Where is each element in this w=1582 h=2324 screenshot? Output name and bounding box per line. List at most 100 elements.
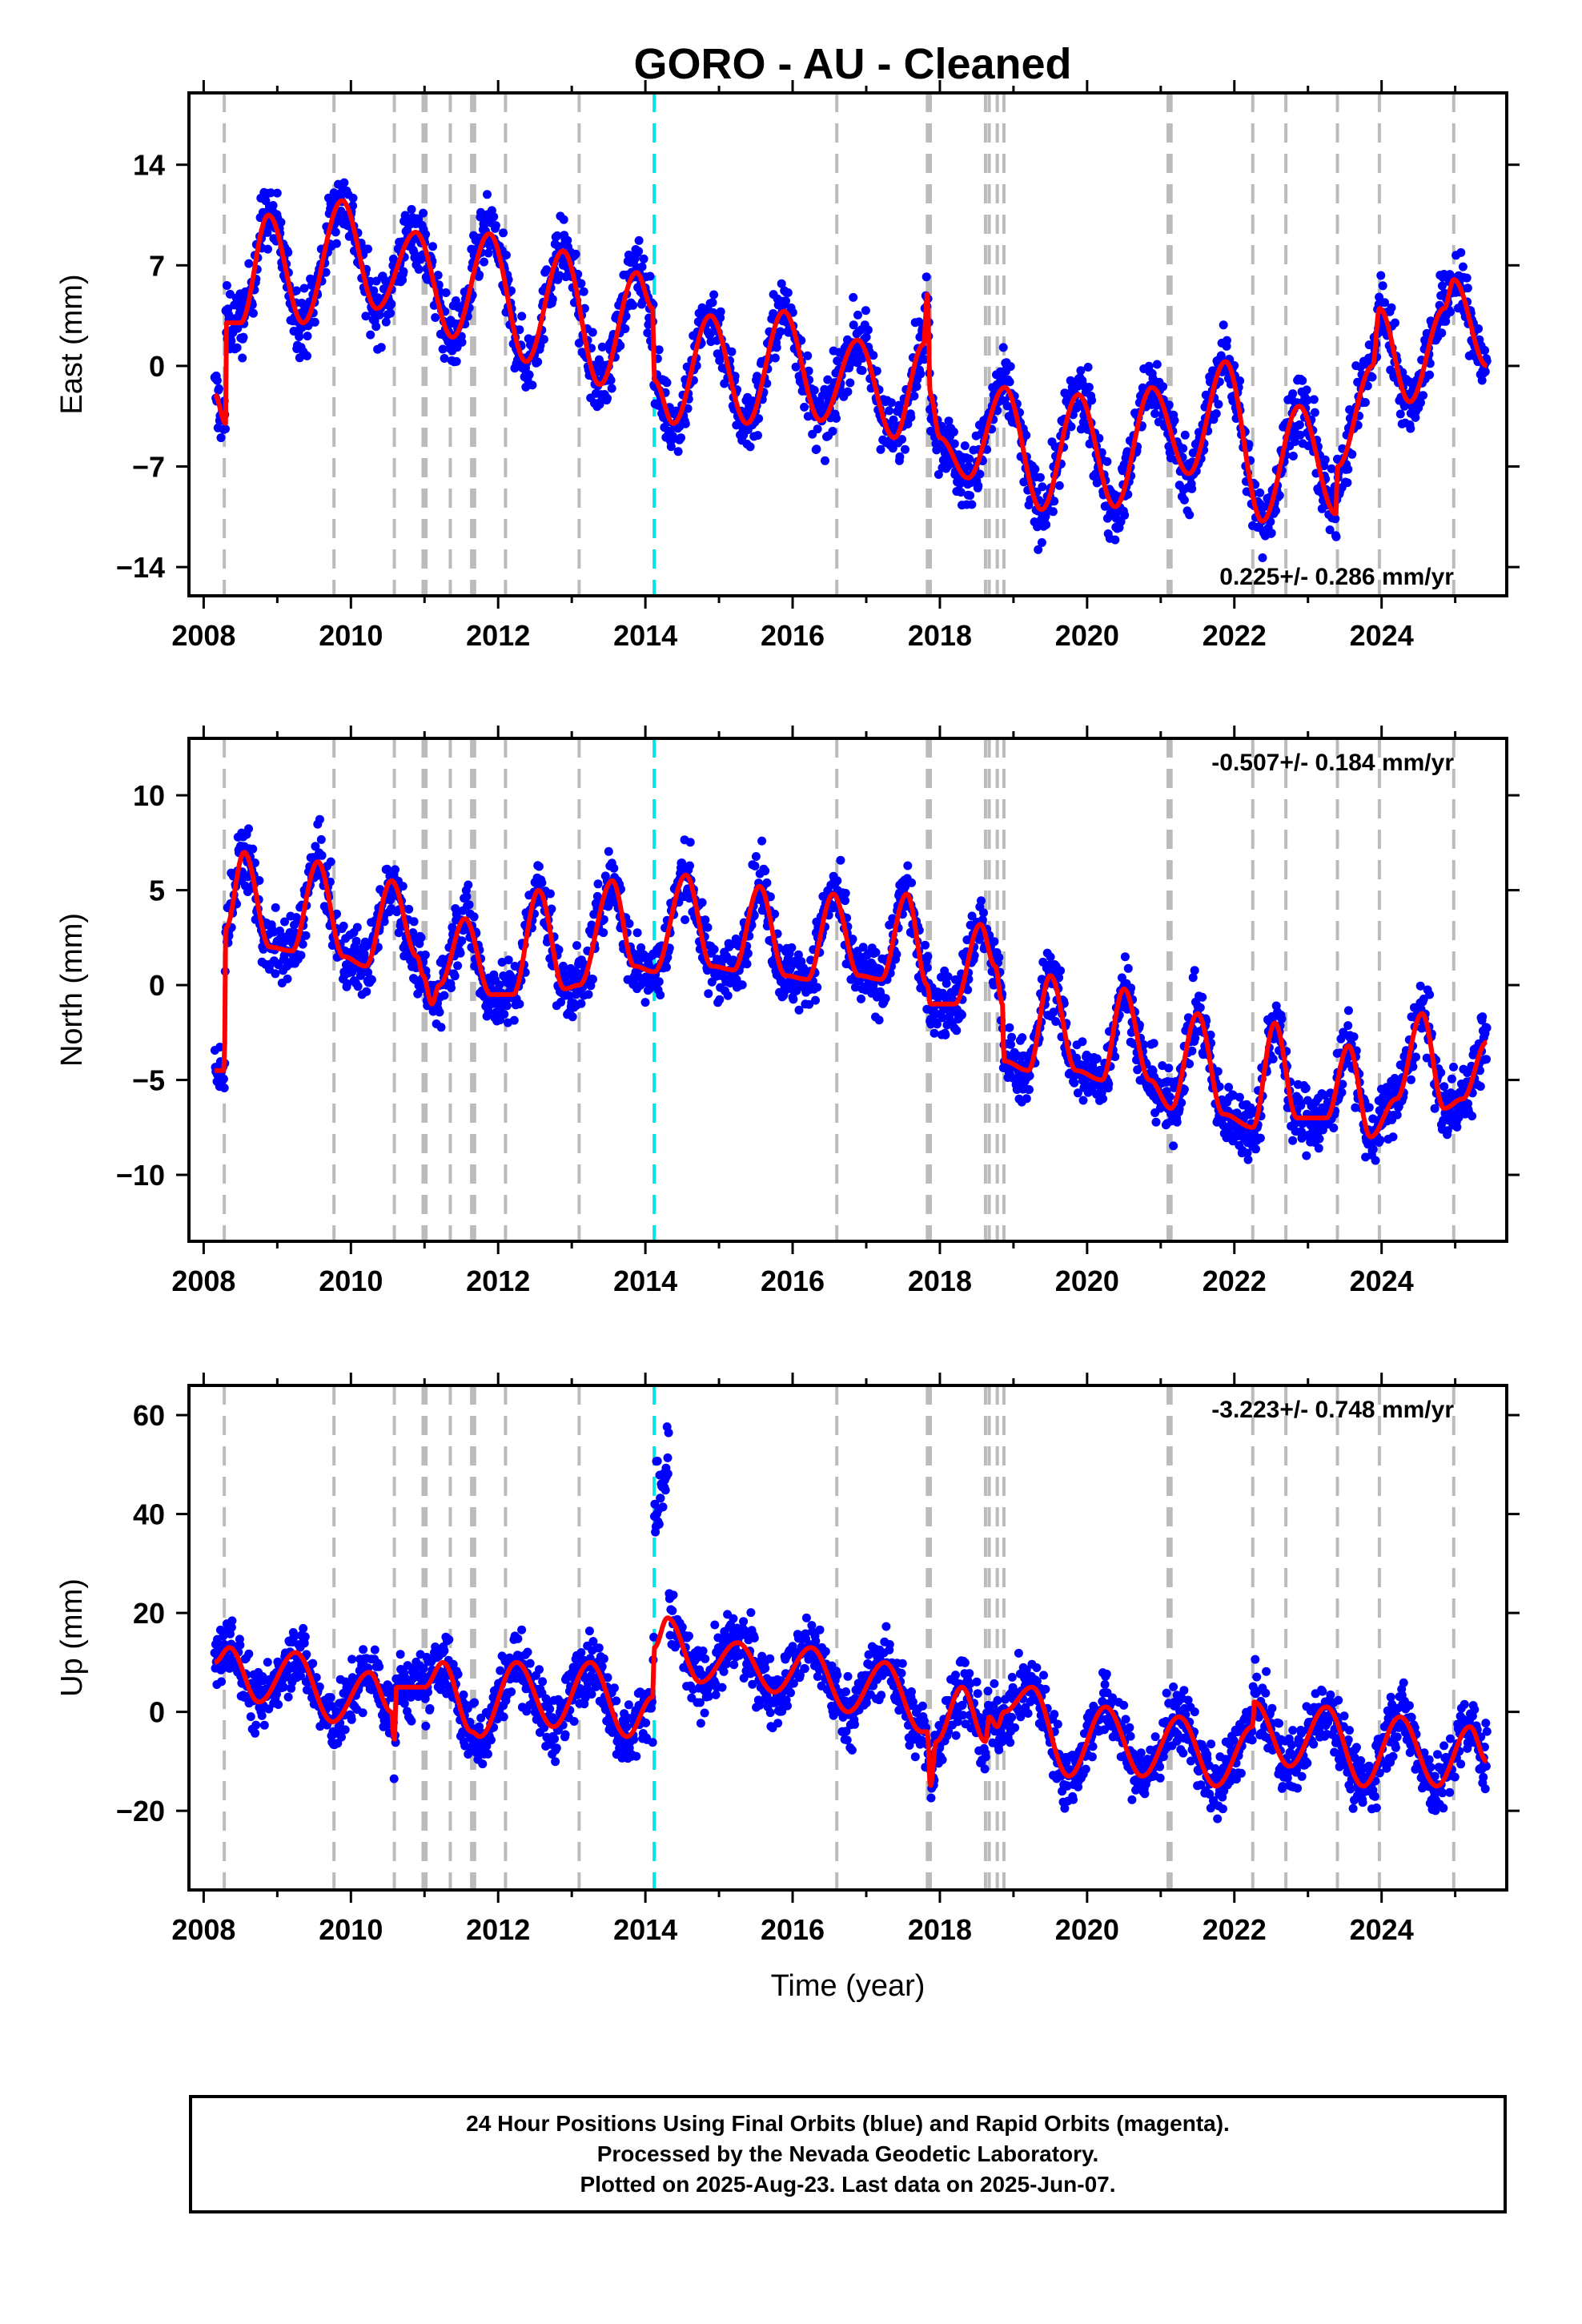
data-point	[812, 444, 821, 454]
data-point	[781, 986, 790, 995]
data-point	[1288, 389, 1298, 399]
data-point	[1165, 1092, 1174, 1102]
data-point	[1301, 1084, 1311, 1093]
data-point	[1419, 391, 1427, 400]
data-point	[1066, 422, 1076, 432]
data-point	[398, 882, 408, 891]
x-tick-label: 2014	[613, 619, 677, 652]
data-point	[805, 999, 814, 1009]
data-point	[654, 345, 664, 355]
east-panel: 2008 2010 2012 2014 2016 2018 2020 2022 20241470…	[55, 80, 1520, 652]
data-point	[1392, 1110, 1402, 1120]
north-panel: 2008 2010 2012 2014 2016 2018 2020 2022 20241050…	[55, 726, 1520, 1297]
data-point	[244, 824, 253, 834]
data-point	[559, 215, 568, 224]
data-point	[382, 864, 391, 874]
data-point	[666, 442, 676, 452]
data-point	[571, 249, 580, 259]
data-point	[315, 814, 324, 824]
data-point	[353, 982, 363, 991]
data-point	[1446, 308, 1455, 316]
data-point	[1038, 482, 1047, 492]
data-point	[1070, 1078, 1079, 1088]
data-point	[662, 963, 671, 972]
data-point	[363, 967, 372, 977]
data-point	[1185, 510, 1195, 520]
data-point	[1213, 1067, 1223, 1076]
data-point	[495, 980, 504, 990]
data-point	[621, 312, 631, 321]
data-point	[215, 384, 223, 393]
data-point	[331, 227, 340, 237]
data-point	[1170, 416, 1179, 425]
data-point	[222, 281, 231, 290]
data-point	[813, 983, 822, 992]
data-point	[869, 351, 878, 360]
data-point	[501, 251, 511, 259]
chart-title: GORO - AU - Cleaned	[633, 40, 1071, 88]
y-tick-label: −14	[116, 551, 165, 584]
data-point	[757, 836, 767, 846]
data-point	[576, 279, 586, 288]
data-point	[248, 308, 258, 318]
data-point	[885, 406, 894, 416]
data-point	[709, 290, 719, 300]
data-point	[750, 861, 760, 870]
data-point	[677, 433, 685, 443]
panel-frame	[187, 91, 1508, 597]
data-point	[599, 915, 608, 924]
data-point	[1343, 464, 1353, 474]
data-point	[276, 218, 286, 227]
data-point	[1480, 367, 1490, 376]
data-point	[909, 392, 919, 400]
data-point	[920, 355, 929, 364]
data-point	[709, 945, 719, 954]
data-point	[716, 307, 725, 316]
data-point	[387, 300, 396, 308]
data-point	[1371, 1156, 1380, 1165]
data-point	[404, 904, 414, 914]
x-tick-label: 2012	[466, 619, 530, 652]
data-point	[1378, 281, 1387, 291]
data-point	[871, 947, 881, 957]
data-point	[232, 343, 242, 352]
data-point	[366, 330, 375, 340]
data-point	[283, 974, 292, 983]
data-point	[640, 998, 650, 1007]
data-point	[1347, 449, 1357, 459]
data-point	[1178, 444, 1188, 453]
data-point	[1219, 320, 1228, 330]
data-point	[248, 844, 258, 854]
data-point	[742, 959, 752, 969]
data-point	[1314, 1144, 1323, 1153]
data-point	[244, 259, 254, 268]
x-tick-label: 2010	[319, 1265, 383, 1297]
data-point	[367, 975, 376, 984]
data-point	[776, 327, 785, 336]
data-point	[977, 896, 986, 906]
data-point	[1198, 992, 1207, 1002]
data-point	[656, 991, 665, 999]
data-point	[979, 908, 988, 918]
data-point	[886, 398, 896, 408]
data-point	[1468, 1112, 1477, 1121]
data-point	[1076, 366, 1086, 376]
data-point	[944, 416, 954, 426]
data-point	[219, 1084, 229, 1092]
data-point	[502, 1001, 512, 1011]
data-point	[685, 861, 694, 870]
data-point	[1407, 1075, 1415, 1084]
data-point	[280, 917, 289, 927]
x-tick-label: 2014	[613, 1265, 677, 1297]
data-point	[1458, 262, 1468, 271]
data-point	[960, 441, 970, 451]
data-point	[1087, 396, 1097, 405]
data-point	[363, 244, 372, 254]
data-point	[901, 444, 909, 454]
data-point	[1364, 1103, 1374, 1112]
data-point	[952, 1026, 962, 1035]
data-point	[634, 235, 644, 245]
final-orbit-points	[210, 178, 1492, 562]
data-point	[1302, 385, 1311, 395]
